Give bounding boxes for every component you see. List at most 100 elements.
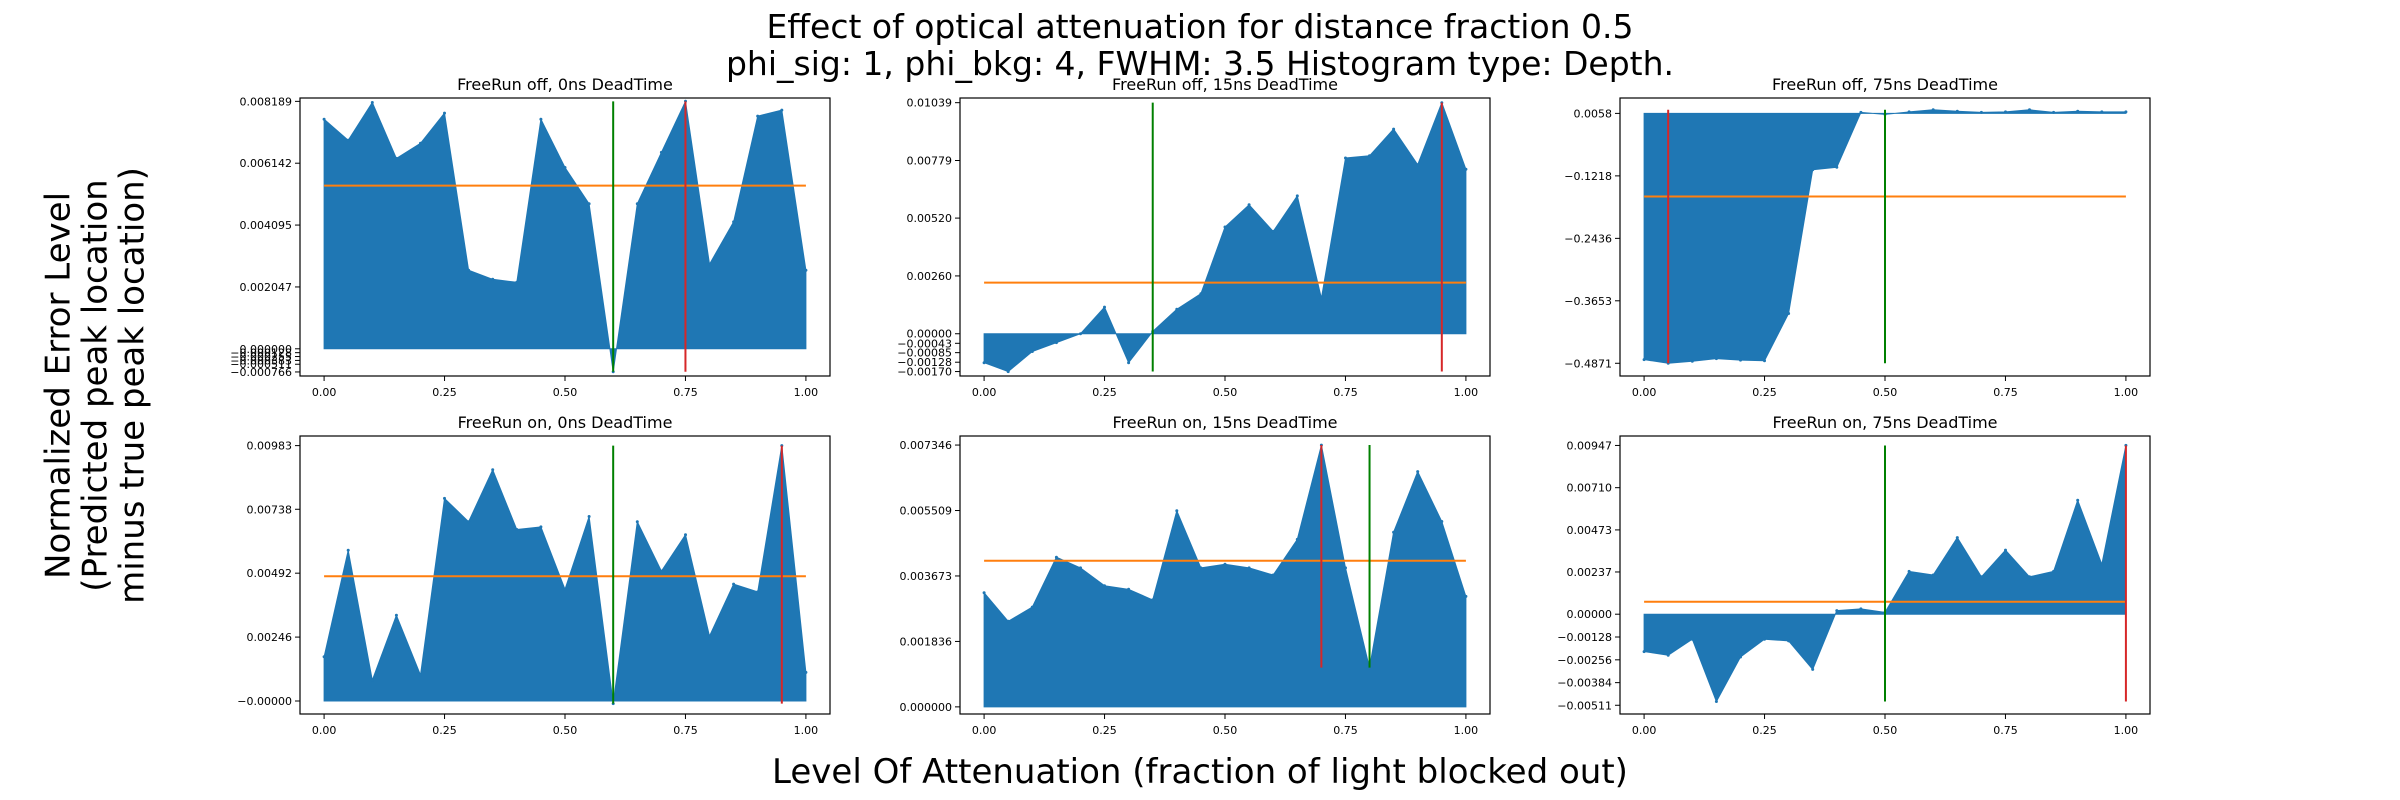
data-point [1979,110,1983,114]
y-tick-label: −0.00511 [1557,699,1612,712]
y-tick-label: 0.00246 [247,631,293,644]
data-point [322,117,326,121]
y-tick-label: 0.005509 [900,505,953,518]
x-tick-label: 0.50 [1873,386,1898,399]
y-tick-label: −0.00256 [1557,654,1612,667]
y-tick-label: 0.00710 [1567,482,1613,495]
data-point [1079,332,1082,336]
x-tick-label: 0.00 [972,386,997,399]
data-point [1392,530,1396,534]
data-point [370,678,374,682]
x-tick-label: 0.75 [1333,724,1358,737]
subplot-4: 0.00 0.25 0.50 0.75 1.00 0.00983 0.00738 0.0049… [237,413,831,737]
data-point [1295,194,1299,198]
data-point [659,569,663,573]
subplot-title: FreeRun on, 15ns DeadTime [1112,413,1337,432]
data-point [394,156,398,160]
data-point [539,525,543,529]
data-point [1835,609,1839,613]
data-point [2004,548,2007,552]
x-tick-label: 1.00 [1454,724,1479,737]
data-point [1714,700,1718,703]
x-tick-label: 0.50 [1213,724,1238,737]
y-tick-label: 0.00492 [247,567,293,580]
data-point [1931,108,1935,112]
y-tick-label: −0.4871 [1564,357,1612,370]
y-tick-label: 0.00473 [1567,524,1613,537]
x-tick-label: 0.50 [553,724,578,737]
data-point [1642,358,1646,362]
data-point [419,673,422,677]
x-tick-label: 0.25 [1752,386,1777,399]
data-point [1344,156,1347,160]
data-point [1030,605,1034,609]
x-tick-label: 0.00 [312,386,337,399]
y-tick-label: 0.007346 [900,439,953,452]
subplot-title: FreeRun off, 75ns DeadTime [1772,75,1998,94]
x-tick-label: 0.75 [673,386,698,399]
data-point [1103,584,1106,588]
figure-title: Effect of optical attenuation for distan… [0,8,2400,82]
data-point [563,166,567,169]
data-point [346,548,350,552]
y-tick-label: 0.002047 [240,281,293,294]
data-point [1054,341,1058,345]
y-tick-label: −0.000128 [230,347,292,360]
data-point [1859,607,1863,611]
data-point [515,528,519,531]
y-tick-label: 0.00520 [907,212,953,225]
data-point [1787,312,1791,315]
data-point [587,515,591,518]
subplot-5: 0.00 0.25 0.50 0.75 1.00 0.007346 0.005509 0.00… [900,413,1491,737]
data-point [804,268,808,272]
x-tick-label: 0.25 [1752,724,1777,737]
data-point [443,111,446,115]
data-point [1787,639,1791,643]
data-point [1440,520,1444,523]
data-point [2076,498,2080,502]
data-point [1127,587,1131,591]
data-point [1690,359,1694,363]
data-point [1955,109,1959,113]
data-point [1199,566,1203,570]
y-tick-label: −0.00128 [1557,631,1612,644]
x-tick-label: 0.50 [1213,386,1238,399]
data-point [491,468,495,472]
data-point [1811,168,1815,172]
data-point [1416,470,1420,474]
x-tick-label: 0.00 [1632,724,1657,737]
data-point [2004,110,2007,114]
data-point [1223,225,1227,229]
x-tick-label: 0.25 [1092,724,1117,737]
y-tick-label: 0.00983 [247,440,293,453]
data-point [1642,650,1646,654]
x-tick-label: 0.50 [1873,724,1898,737]
x-tick-label: 0.50 [553,386,578,399]
data-point [467,520,471,524]
y-tick-label: 0.00947 [1567,439,1613,452]
data-point [1859,110,1863,114]
error-area-series [323,445,807,704]
data-point [1368,154,1371,158]
data-point [2052,110,2056,114]
data-point [2100,110,2104,114]
data-point [419,141,422,145]
x-tick-label: 1.00 [2114,386,2139,399]
error-area-series [323,99,807,372]
y-tick-label: −0.000766 [230,366,292,379]
subplot-3: 0.00 0.25 0.50 0.75 1.00 0.0058 −0.1218 −0.2436… [1564,75,2151,399]
data-point [1955,536,1959,540]
subplot-6: 0.00 0.25 0.50 0.75 1.00 0.00947 0.00710 0.0047… [1557,413,2151,737]
x-tick-label: 1.00 [2114,724,2139,737]
data-point [491,277,495,281]
data-point [1979,575,1983,579]
data-point [684,533,687,537]
data-point [443,496,446,500]
data-point [708,634,711,638]
data-point [1175,307,1179,311]
error-area-series [983,444,1467,708]
data-point [1030,350,1034,353]
y-tick-label: 0.01039 [907,97,953,110]
data-point [1006,370,1010,374]
